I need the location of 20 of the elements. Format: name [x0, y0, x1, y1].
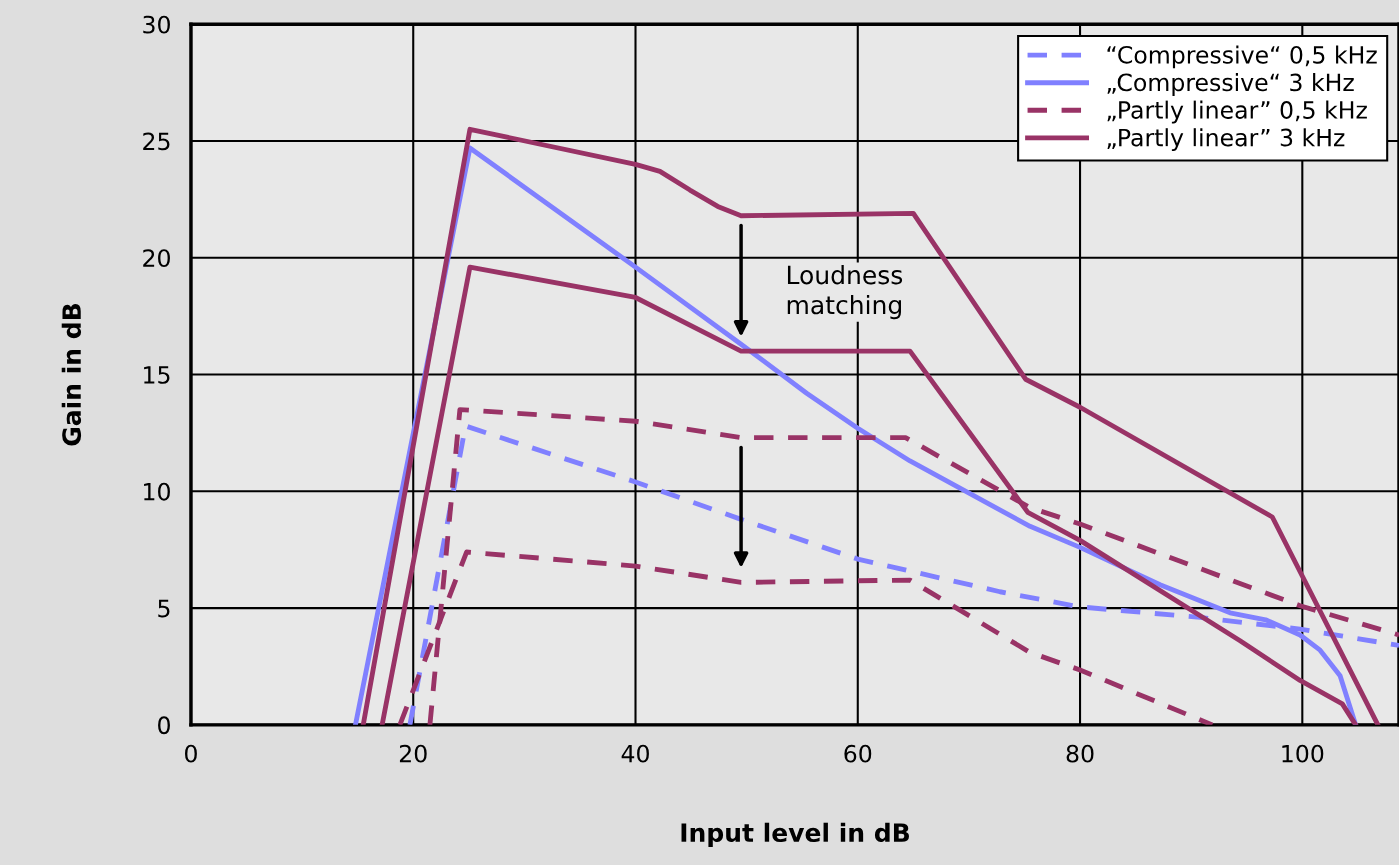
legend-label: “Compressive“ 0,5 kHz: [1107, 45, 1377, 69]
x-tick-label: 80: [1066, 744, 1094, 763]
annotation: Loudness matching: [787, 265, 903, 320]
x-tick-label: 20: [399, 744, 427, 763]
legend-label: „Compressive“ 3 kHz: [1107, 73, 1354, 96]
y-tick-label: 10: [144, 482, 170, 501]
y-tick-label: 5: [158, 599, 170, 618]
x-tick-label: 0: [185, 744, 197, 763]
y-tick-label: 0: [158, 716, 170, 735]
y-tick-label: 20: [143, 249, 170, 268]
y-tick-label: 15: [144, 366, 170, 384]
x-tick-label: 40: [621, 744, 649, 763]
legend-label: „Partly linear” 3 kHz: [1107, 128, 1345, 152]
legend-label: „Partly linear” 0,5 kHz: [1107, 100, 1367, 124]
y-tick-label: 30: [143, 15, 170, 34]
y-tick-label: 25: [143, 132, 170, 151]
x-tick-label: 100: [1282, 744, 1324, 763]
y-axis-title: Gain in dB: [61, 304, 82, 446]
x-axis-title: Input level in dB: [681, 822, 909, 847]
x-tick-label: 60: [844, 744, 872, 763]
